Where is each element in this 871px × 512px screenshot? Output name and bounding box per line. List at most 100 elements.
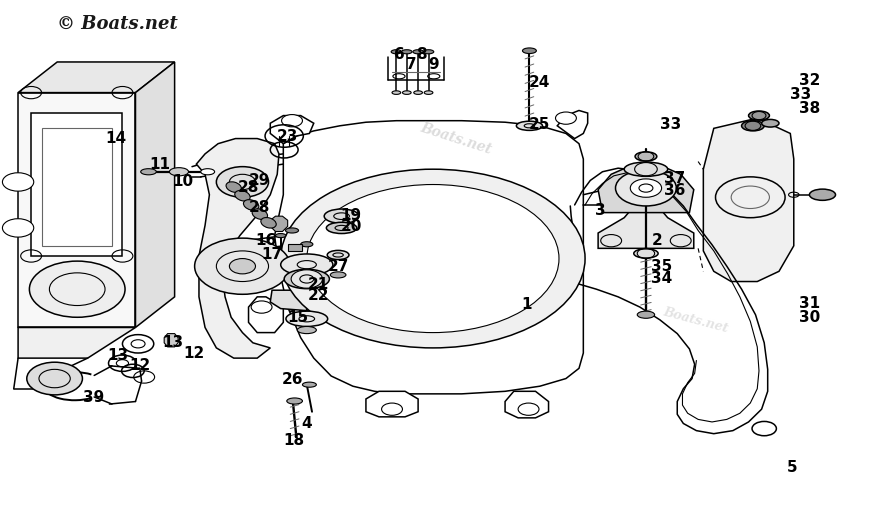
Circle shape: [30, 261, 125, 317]
Text: 32: 32: [799, 73, 820, 89]
Ellipse shape: [741, 121, 764, 131]
Text: 17: 17: [261, 247, 282, 263]
Text: 6: 6: [395, 47, 405, 62]
Text: 9: 9: [429, 57, 439, 72]
Ellipse shape: [286, 311, 327, 327]
Ellipse shape: [302, 382, 316, 387]
Ellipse shape: [252, 209, 267, 220]
Circle shape: [251, 301, 272, 313]
Ellipse shape: [748, 111, 769, 120]
Polygon shape: [31, 113, 123, 256]
Polygon shape: [270, 290, 343, 311]
Text: 12: 12: [183, 346, 205, 360]
Text: 11: 11: [149, 157, 171, 172]
Circle shape: [3, 173, 34, 191]
Ellipse shape: [284, 269, 329, 289]
Ellipse shape: [423, 50, 434, 54]
Polygon shape: [270, 116, 314, 144]
Circle shape: [556, 112, 577, 124]
Ellipse shape: [260, 218, 276, 228]
Circle shape: [631, 179, 662, 197]
Text: 29: 29: [249, 174, 271, 188]
Ellipse shape: [327, 250, 349, 260]
Text: 24: 24: [530, 75, 550, 90]
Text: 26: 26: [281, 372, 303, 387]
Polygon shape: [505, 391, 549, 418]
Circle shape: [194, 238, 290, 294]
Text: 13: 13: [107, 348, 129, 363]
Text: 21: 21: [307, 276, 328, 291]
Circle shape: [3, 219, 34, 237]
Text: 8: 8: [416, 47, 427, 62]
Ellipse shape: [324, 209, 359, 223]
Ellipse shape: [634, 249, 658, 258]
Polygon shape: [18, 328, 136, 358]
Text: 27: 27: [327, 259, 348, 274]
Ellipse shape: [235, 190, 250, 201]
Circle shape: [216, 166, 268, 197]
Text: 25: 25: [530, 117, 550, 132]
Text: 36: 36: [664, 183, 685, 198]
Polygon shape: [366, 391, 418, 417]
Polygon shape: [557, 111, 588, 139]
Text: Boats.net: Boats.net: [662, 306, 730, 335]
Text: 2: 2: [652, 233, 663, 248]
Text: 10: 10: [172, 175, 193, 189]
Text: © Boats.net: © Boats.net: [57, 15, 178, 33]
Text: 20: 20: [341, 220, 361, 234]
Text: 34: 34: [651, 271, 672, 287]
Ellipse shape: [330, 272, 346, 278]
Text: 16: 16: [255, 233, 277, 248]
Text: 22: 22: [307, 288, 329, 303]
Polygon shape: [270, 216, 287, 231]
Ellipse shape: [402, 50, 412, 54]
Ellipse shape: [280, 254, 333, 275]
Text: 18: 18: [283, 433, 304, 449]
Text: 37: 37: [664, 171, 685, 186]
Bar: [287, 244, 301, 251]
Circle shape: [27, 362, 83, 395]
Ellipse shape: [392, 91, 401, 94]
Text: 39: 39: [83, 391, 105, 406]
Text: 4: 4: [301, 416, 312, 431]
Ellipse shape: [761, 119, 779, 127]
Ellipse shape: [638, 311, 655, 318]
Polygon shape: [18, 62, 174, 93]
Text: Boats.net: Boats.net: [418, 121, 493, 157]
Polygon shape: [196, 139, 279, 358]
Text: 31: 31: [799, 296, 820, 311]
Text: 28: 28: [238, 180, 260, 195]
Ellipse shape: [391, 50, 402, 54]
Text: 3: 3: [596, 203, 606, 218]
Text: 19: 19: [341, 208, 361, 223]
Polygon shape: [274, 121, 584, 394]
Text: 15: 15: [287, 310, 308, 325]
Circle shape: [229, 259, 255, 274]
Polygon shape: [598, 207, 694, 248]
Circle shape: [381, 403, 402, 415]
Circle shape: [281, 115, 302, 127]
Polygon shape: [164, 334, 178, 347]
Text: 14: 14: [105, 131, 127, 146]
Ellipse shape: [200, 168, 214, 175]
Ellipse shape: [413, 50, 423, 54]
Text: 28: 28: [249, 200, 271, 215]
Circle shape: [280, 169, 585, 348]
Ellipse shape: [414, 91, 422, 94]
Text: 7: 7: [406, 57, 416, 72]
Circle shape: [616, 170, 677, 206]
Circle shape: [518, 403, 539, 415]
Text: 5: 5: [787, 460, 797, 476]
Polygon shape: [18, 93, 136, 328]
Ellipse shape: [402, 91, 411, 94]
Circle shape: [291, 270, 322, 288]
Ellipse shape: [275, 233, 286, 238]
Text: 33: 33: [659, 117, 681, 132]
Ellipse shape: [297, 327, 316, 334]
Text: 33: 33: [790, 87, 812, 102]
Ellipse shape: [226, 182, 241, 193]
Ellipse shape: [625, 162, 668, 176]
Text: 35: 35: [651, 259, 672, 274]
Ellipse shape: [141, 168, 157, 175]
Ellipse shape: [286, 228, 299, 233]
